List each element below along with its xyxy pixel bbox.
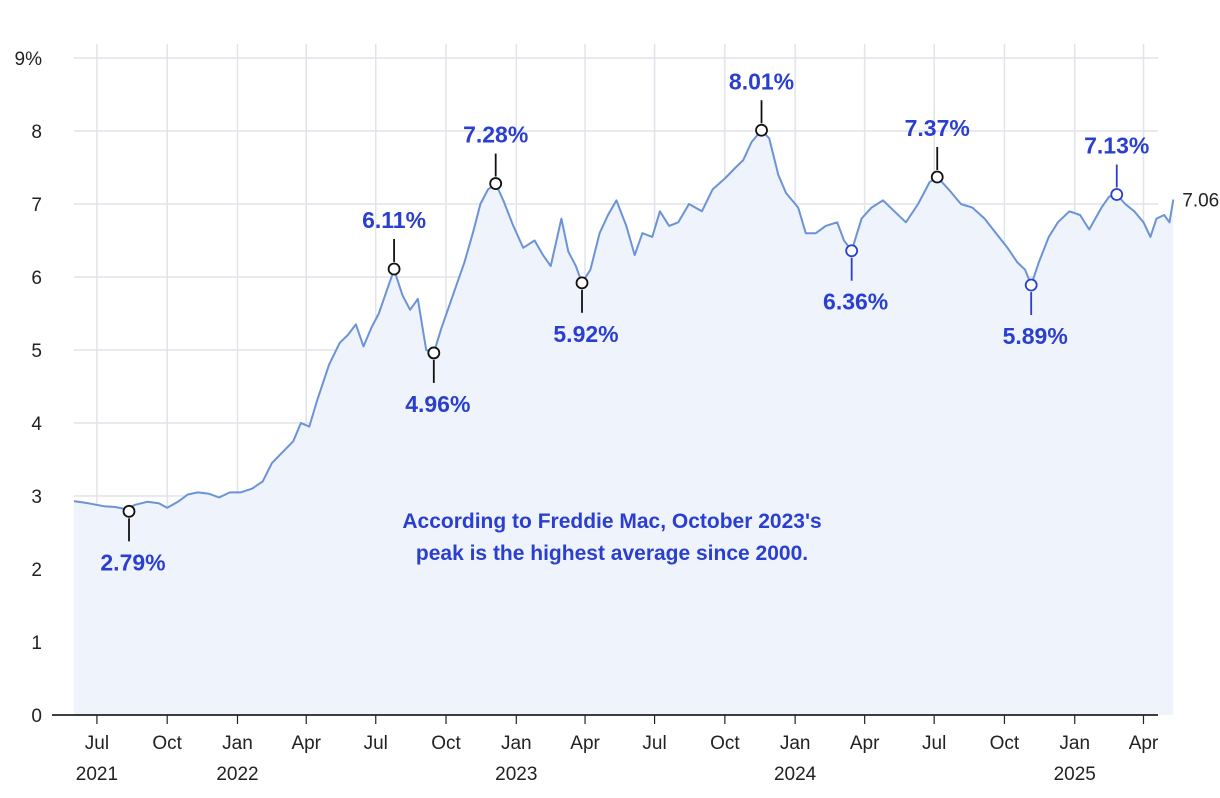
y-tick-label: 3: [31, 487, 42, 508]
x-tick-label: Oct: [710, 733, 740, 754]
note-line: peak is the highest average since 2000.: [416, 542, 808, 565]
end-value-label: 7.06%: [1182, 191, 1220, 212]
annotation-label: 4.96%: [405, 391, 470, 417]
annotation-marker: [122, 504, 136, 518]
annotation-marker: [427, 346, 441, 360]
note-line: According to Freddie Mac, October 2023's: [402, 510, 821, 533]
x-tick-label: Oct: [990, 733, 1020, 754]
chart-note: According to Freddie Mac, October 2023's…: [402, 510, 821, 565]
y-tick-label: 4: [31, 414, 42, 435]
annotation-5-92: 5.92%: [553, 276, 619, 347]
annotation-marker: [930, 170, 944, 184]
x-tick-label: Oct: [431, 733, 461, 754]
annotation-marker: [387, 262, 401, 276]
y-tick-label: 7: [31, 195, 42, 216]
x-year-label: 2022: [216, 764, 258, 785]
annotation-label: 2.79%: [100, 549, 165, 575]
annotation-label: 6.11%: [362, 207, 426, 233]
annotation-label: 7.37%: [905, 115, 970, 141]
x-tick-label: Jul: [85, 733, 109, 754]
y-tick-label: 9%: [15, 49, 43, 70]
annotation-label: 6.36%: [823, 289, 888, 315]
x-tick-label: Jan: [780, 733, 811, 754]
x-axis-tick-labels: Jul 2021 Oct Jan 2022 Apr Jul Oct Jan 2023 Apr Jul O…: [76, 715, 1159, 785]
annotation-6-36: 6.36%: [823, 244, 888, 315]
y-axis-tick-labels: 0 1 2 3 4 5 6 7 8 9%: [15, 49, 43, 727]
y-tick-label: 0: [31, 706, 42, 727]
annotation-label: 5.89%: [1003, 323, 1068, 349]
y-tick-label: 8: [31, 122, 42, 143]
series-line-layer: [73, 129, 1175, 511]
y-tick-label: 5: [31, 341, 42, 362]
annotation-5-89: 5.89%: [1003, 278, 1068, 349]
annotation-4-96: 4.96%: [405, 346, 470, 417]
annotation-marker: [845, 244, 859, 258]
annotations: 2.79% 6.11% 4.96% 7.28% 5.92% 8.01% 6.36% 7.37%…: [100, 68, 1220, 575]
x-year-label: 2025: [1054, 764, 1096, 785]
annotation-2-79: 2.79%: [100, 504, 166, 575]
annotation-marker: [1024, 278, 1038, 292]
y-tick-label: 1: [31, 633, 42, 654]
x-year-label: 2023: [495, 764, 537, 785]
annotation-7-13: 7.13%: [1084, 133, 1149, 201]
x-tick-label: Jan: [222, 733, 253, 754]
x-tick-label: Jul: [364, 733, 388, 754]
x-tick-label: Apr: [291, 733, 321, 754]
x-tick-label: Apr: [570, 733, 600, 754]
annotation-marker: [489, 177, 503, 190]
annotation-label: 7.13%: [1084, 133, 1149, 159]
annotation-8-01: 8.01%: [729, 68, 794, 137]
x-tick-label: Apr: [1129, 733, 1159, 754]
annotation-7-28: 7.28%: [463, 122, 528, 190]
x-tick-label: Oct: [152, 733, 182, 754]
x-year-label: 2024: [774, 764, 817, 785]
annotation-label: 8.01%: [729, 68, 794, 94]
y-tick-label: 6: [31, 268, 42, 289]
annotation-label: 7.28%: [463, 122, 528, 148]
annotation-marker: [755, 123, 768, 137]
annotation-6-11: 6.11%: [362, 207, 426, 276]
annotation-marker: [575, 276, 589, 290]
area-fill-layer: [74, 130, 1174, 716]
series-area: [74, 130, 1174, 716]
annotation-7-37: 7.37%: [905, 115, 970, 184]
x-tick-label: Jan: [1059, 733, 1090, 754]
x-year-label: 2021: [76, 764, 118, 785]
annotation-label: 5.92%: [553, 321, 618, 347]
series-line: [73, 129, 1175, 511]
annotation-marker: [1110, 188, 1124, 201]
x-tick-label: Jan: [501, 733, 532, 754]
x-tick-label: Apr: [850, 733, 880, 754]
x-tick-label: Jul: [642, 733, 666, 754]
x-tick-label: Jul: [922, 733, 946, 754]
y-tick-label: 2: [31, 560, 42, 581]
